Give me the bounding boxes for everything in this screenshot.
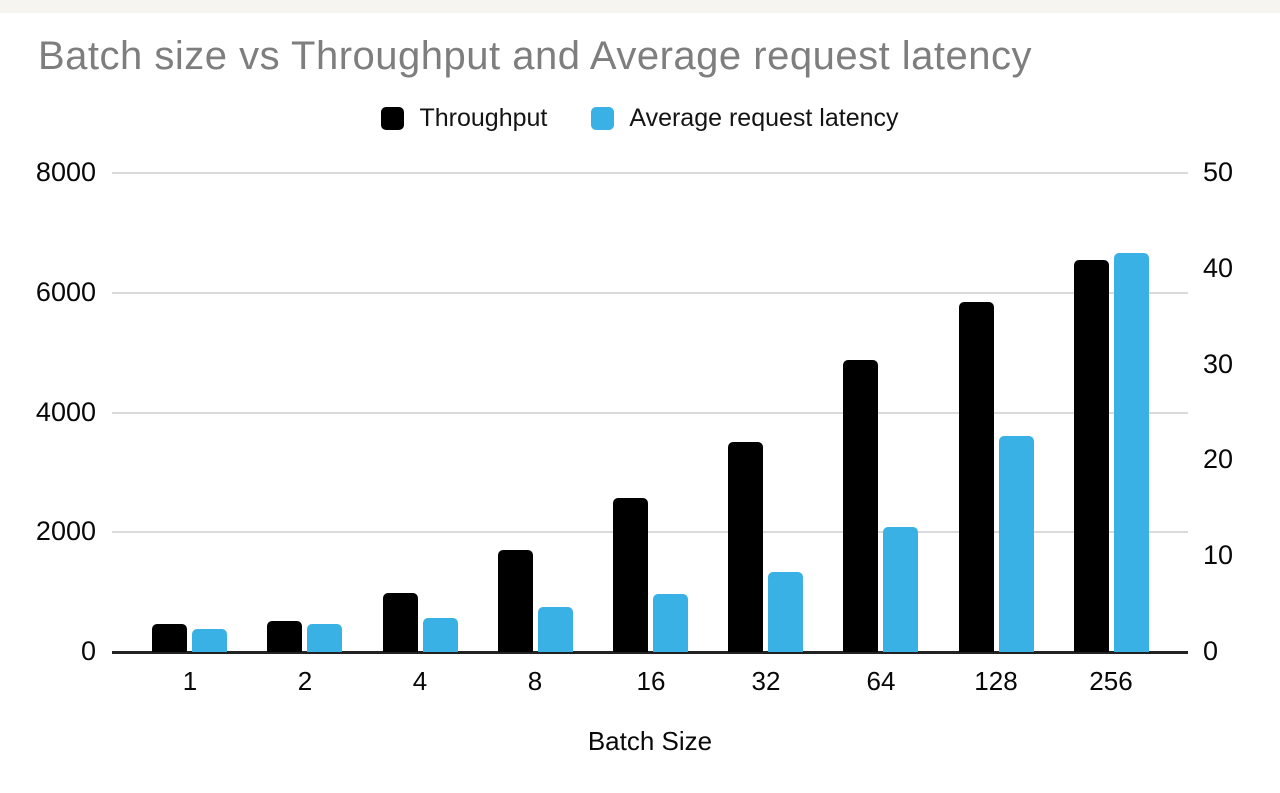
right-axis-tick-label: 40 bbox=[1203, 252, 1234, 283]
legend-swatch-latency-icon bbox=[591, 106, 615, 130]
gridline-8000 bbox=[112, 172, 1188, 174]
bar-throughput-64 bbox=[843, 360, 878, 652]
bar-throughput-32 bbox=[728, 442, 763, 652]
left-axis-tick-label: 6000 bbox=[35, 276, 96, 307]
x-axis-tick-label-128: 128 bbox=[974, 666, 1018, 696]
left-axis-tick-label: 4000 bbox=[35, 396, 96, 427]
bar-latency-256 bbox=[1114, 253, 1149, 652]
bar-latency-32 bbox=[768, 572, 803, 652]
bar-latency-128 bbox=[999, 436, 1034, 652]
right-axis-tick-label: 20 bbox=[1203, 444, 1234, 475]
legend-label-throughput: Throughput bbox=[419, 103, 548, 132]
x-axis-tick-label-256: 256 bbox=[1089, 666, 1133, 696]
legend-item-throughput: Throughput bbox=[381, 104, 547, 133]
bar-latency-16 bbox=[653, 594, 688, 652]
gridline-2000 bbox=[112, 531, 1188, 534]
bar-throughput-128 bbox=[959, 302, 994, 652]
x-axis-line bbox=[112, 651, 1188, 654]
x-axis-tick-label-64: 64 bbox=[866, 666, 896, 696]
bar-latency-4 bbox=[423, 618, 458, 652]
right-axis-tick-label: 0 bbox=[1203, 636, 1219, 666]
legend-label-latency: Average request latency bbox=[629, 103, 899, 132]
right-axis-tick-label: 30 bbox=[1203, 348, 1234, 379]
x-axis-tick-label-4: 4 bbox=[412, 666, 428, 696]
x-axis-tick-label-8: 8 bbox=[527, 666, 543, 696]
bar-latency-1 bbox=[192, 629, 227, 652]
bar-latency-64 bbox=[883, 527, 918, 652]
x-axis-tick-label-1: 1 bbox=[182, 666, 198, 696]
bar-throughput-2 bbox=[267, 621, 302, 652]
right-axis-tick-label: 50 bbox=[1203, 157, 1234, 187]
bar-throughput-256 bbox=[1074, 260, 1109, 652]
left-axis-tick-label: 8000 bbox=[35, 157, 96, 187]
x-axis-title: Batch Size bbox=[587, 726, 713, 756]
bar-throughput-1 bbox=[152, 624, 187, 652]
x-axis-tick-label-32: 32 bbox=[751, 666, 781, 696]
bar-latency-2 bbox=[307, 624, 342, 652]
right-axis-tick-label: 10 bbox=[1203, 540, 1234, 571]
left-axis-tick-label: 2000 bbox=[35, 516, 96, 547]
x-axis-tick-label-2: 2 bbox=[297, 666, 313, 696]
bar-throughput-4 bbox=[383, 593, 418, 652]
left-axis-tick-label: 0 bbox=[80, 636, 96, 666]
gridline-6000 bbox=[112, 291, 1188, 294]
page-top-strip bbox=[0, 0, 1280, 13]
chart-legend: Throughput Average request latency bbox=[0, 103, 1280, 133]
gridline-4000 bbox=[112, 411, 1188, 414]
chart-title: Batch size vs Throughput and Average req… bbox=[38, 34, 1033, 78]
x-axis-tick-label-16: 16 bbox=[636, 666, 666, 696]
legend-swatch-throughput-icon bbox=[381, 106, 405, 130]
legend-item-latency: Average request latency bbox=[591, 103, 899, 133]
bar-throughput-16 bbox=[613, 498, 648, 652]
bar-latency-8 bbox=[538, 607, 573, 652]
bar-throughput-8 bbox=[498, 550, 533, 652]
